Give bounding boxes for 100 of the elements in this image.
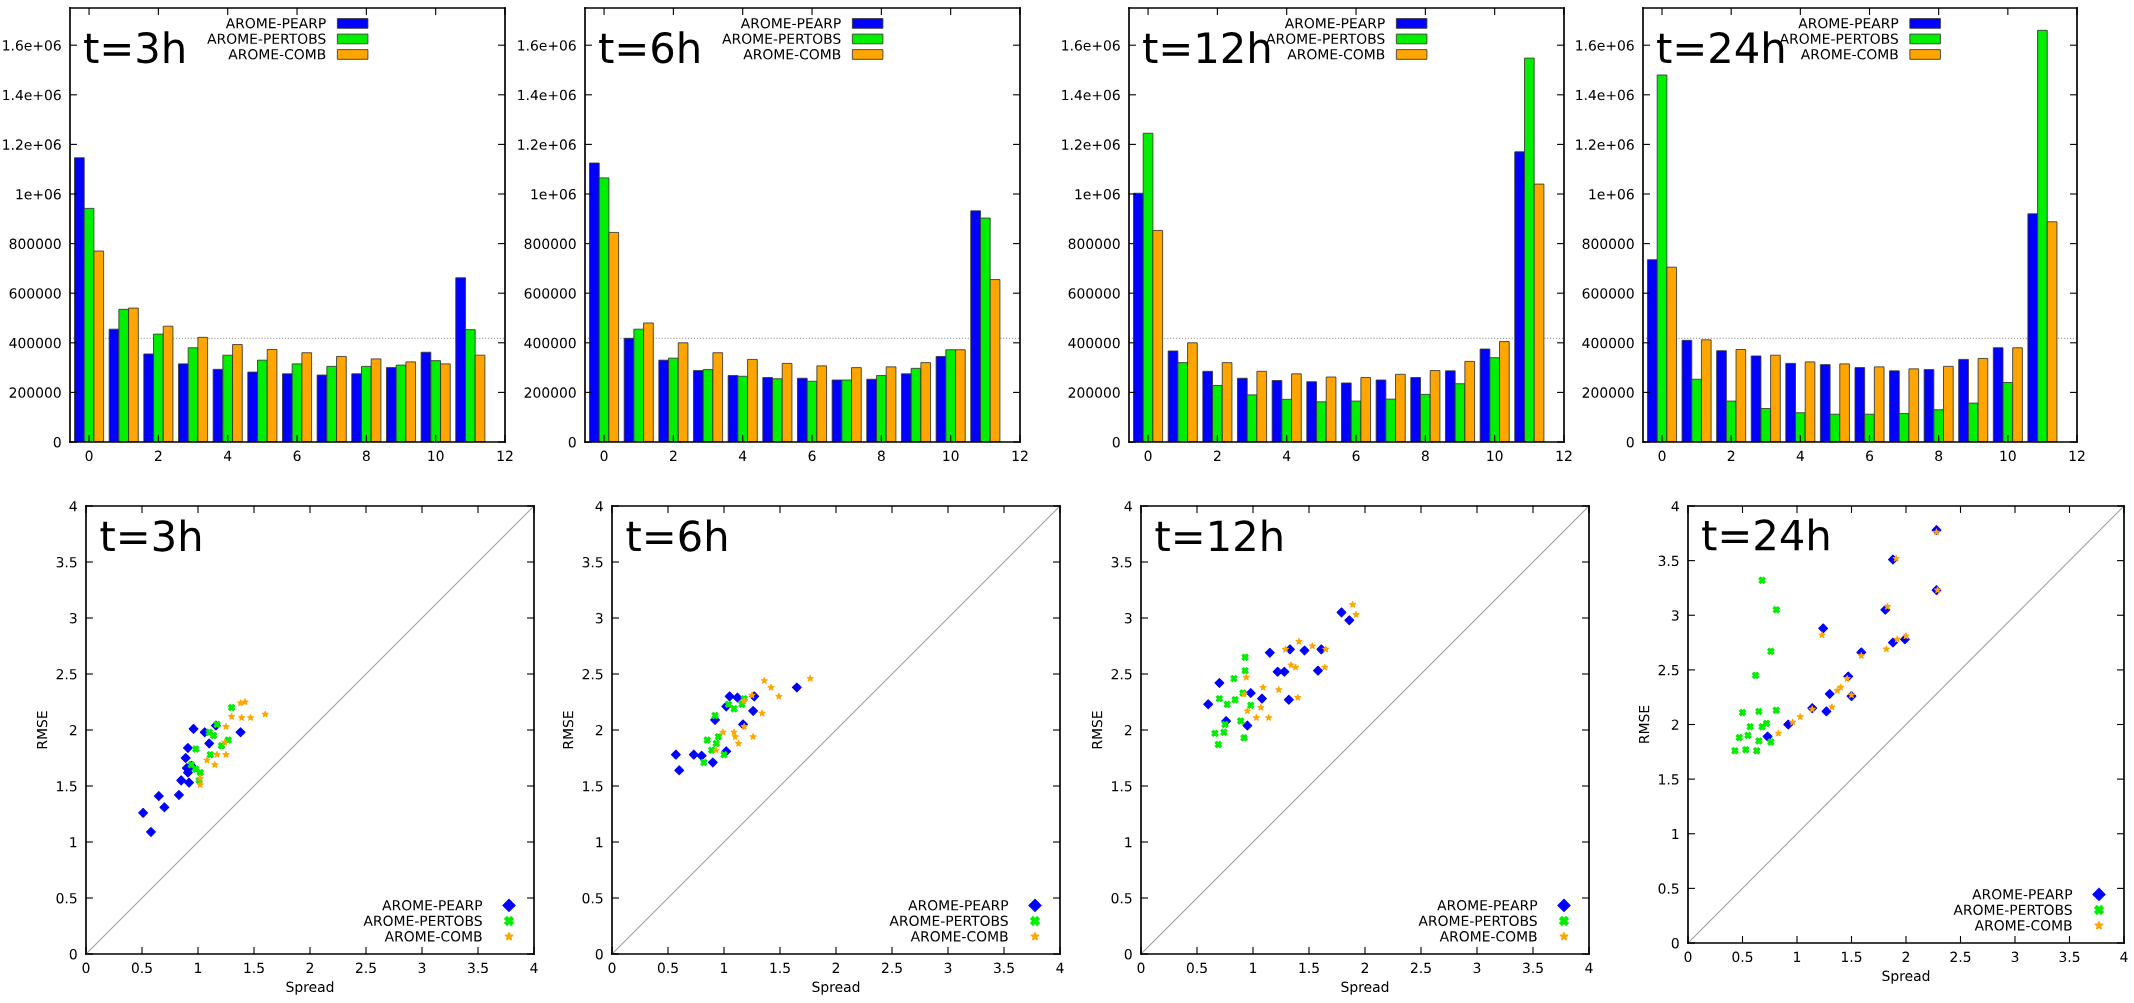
y-tick-label: 1 bbox=[70, 837, 77, 848]
x-tick-label: 12 bbox=[497, 450, 513, 461]
x-tick-label: 8 bbox=[1421, 450, 1429, 462]
y-tick-label: 0.5 bbox=[56, 892, 77, 904]
y-tick-label: 3 bbox=[69, 612, 77, 624]
x-tick-label: 2 bbox=[154, 450, 162, 461]
y-tick-label: 1e+06 bbox=[531, 188, 576, 200]
y-tick-label: 600000 bbox=[524, 288, 576, 299]
x-tick-label: 1.5 bbox=[244, 962, 264, 974]
legend-label: AROME-COMB bbox=[228, 49, 326, 60]
x-tick-label: 2.5 bbox=[1950, 951, 1971, 963]
y-tick-label: 1 bbox=[1672, 828, 1679, 840]
x-tick-label: 8 bbox=[1935, 450, 1943, 462]
x-tick-label: 0 bbox=[1144, 450, 1152, 462]
y-tick-label: 800000 bbox=[1068, 238, 1120, 250]
x-tick-label: 12 bbox=[2069, 450, 2085, 461]
y-tick-label: 2 bbox=[69, 724, 77, 736]
y-tick-label: 3.5 bbox=[56, 556, 77, 568]
y-tick-label: 200000 bbox=[1582, 387, 1634, 398]
x-tick-label: 1 bbox=[721, 962, 728, 973]
y-tick-label: 0.5 bbox=[1111, 892, 1132, 904]
y-tick-label: 400000 bbox=[1582, 337, 1634, 349]
x-tick-label: 1.5 bbox=[770, 962, 790, 974]
legend-label: AROME-PERTOBS bbox=[1953, 904, 2072, 916]
x-tick-label: 1 bbox=[1250, 962, 1257, 973]
annotation: t=3h bbox=[84, 31, 184, 64]
y-tick-label: 800000 bbox=[1582, 238, 1634, 250]
x-tick-label: 2 bbox=[306, 962, 314, 973]
y-tick-label: 1e+06 bbox=[1589, 188, 1634, 200]
x-tick-label: 0.5 bbox=[1186, 962, 1207, 974]
x-tick-label: 3.5 bbox=[468, 962, 488, 974]
x-tick-label: 6 bbox=[1866, 450, 1874, 462]
y-tick-label: 2.5 bbox=[1111, 668, 1132, 680]
x-tick-label: 2 bbox=[1213, 450, 1221, 461]
legend-label: AROME-PERTOBS bbox=[363, 915, 482, 927]
y-tick-label: 0.5 bbox=[582, 892, 603, 904]
y-tick-label: 2.5 bbox=[582, 668, 603, 680]
x-tick-label: 2.5 bbox=[355, 962, 376, 974]
annotation: t=6h bbox=[626, 519, 727, 552]
y-axis-title: RMSE bbox=[36, 711, 48, 749]
y-tick-label: 2 bbox=[1124, 724, 1132, 736]
y-tick-label: 3.5 bbox=[1111, 556, 1132, 568]
y-tick-label: 1 bbox=[596, 837, 603, 848]
x-axis-title: Spread bbox=[812, 981, 860, 995]
y-tick-label: 3.5 bbox=[1658, 555, 1679, 567]
legend-label: AROME-COMB bbox=[743, 49, 841, 60]
y-tick-label: 2 bbox=[1671, 719, 1679, 730]
y-tick-label: 3 bbox=[1671, 610, 1679, 621]
x-axis-title: Spread bbox=[286, 981, 334, 995]
x-tick-label: 2 bbox=[1902, 951, 1910, 962]
x-tick-label: 10 bbox=[2000, 450, 2016, 462]
x-tick-label: 10 bbox=[428, 450, 444, 462]
x-tick-label: 0 bbox=[1137, 962, 1145, 974]
x-tick-label: 12 bbox=[1556, 450, 1572, 461]
y-tick-label: 4 bbox=[69, 501, 77, 512]
y-tick-label: 1.2e+06 bbox=[1062, 139, 1120, 150]
y-tick-label: 0 bbox=[1112, 436, 1120, 448]
x-tick-label: 3 bbox=[418, 962, 426, 974]
y-tick-label: 1.5 bbox=[583, 781, 603, 792]
y-tick-label: 4 bbox=[1671, 501, 1679, 512]
y-tick-label: 1.6e+06 bbox=[3, 40, 61, 51]
y-tick-label: 2 bbox=[595, 724, 603, 736]
y-tick-label: 1.2e+06 bbox=[3, 139, 61, 150]
x-tick-label: 4 bbox=[1282, 450, 1291, 461]
x-tick-label: 3 bbox=[1473, 962, 1481, 974]
legend-label: AROME-PEARP bbox=[1798, 17, 1899, 29]
x-tick-label: 10 bbox=[1487, 450, 1503, 462]
legend-label: AROME-PEARP bbox=[225, 17, 326, 29]
x-tick-label: 1.5 bbox=[1299, 962, 1319, 974]
y-tick-label: 1.2e+06 bbox=[1576, 139, 1634, 150]
y-tick-label: 2.5 bbox=[56, 668, 77, 680]
annotation: t=12h bbox=[1155, 519, 1282, 552]
x-tick-label: 0 bbox=[85, 450, 93, 462]
legend-label: AROME-PERTOBS bbox=[207, 33, 326, 44]
x-tick-label: 0.5 bbox=[131, 962, 152, 974]
x-tick-label: 3.5 bbox=[2059, 951, 2080, 963]
y-tick-label: 1.5 bbox=[1659, 774, 1679, 785]
legend-label: AROME-PERTOBS bbox=[889, 915, 1008, 927]
y-tick-label: 4 bbox=[1124, 501, 1132, 512]
x-tick-label: 1 bbox=[1794, 951, 1801, 962]
x-tick-label: 0 bbox=[1684, 951, 1692, 963]
legend-label: AROME-COMB bbox=[1287, 49, 1385, 60]
y-tick-label: 3 bbox=[595, 612, 603, 624]
legend-label: AROME-COMB bbox=[910, 931, 1008, 942]
x-tick-label: 1 bbox=[195, 962, 202, 973]
x-axis-title: Spread bbox=[1341, 981, 1389, 995]
y-tick-label: 1.4e+06 bbox=[1576, 89, 1634, 101]
x-tick-label: 6 bbox=[808, 450, 816, 462]
y-tick-label: 1.5 bbox=[57, 781, 77, 792]
y-tick-label: 600000 bbox=[1582, 288, 1634, 299]
y-tick-label: 4 bbox=[595, 501, 603, 512]
y-tick-label: 0.5 bbox=[1658, 883, 1679, 894]
x-tick-label: 0.5 bbox=[1732, 951, 1753, 963]
x-tick-label: 1.5 bbox=[1841, 951, 1862, 963]
annotation: t=6h bbox=[599, 31, 699, 64]
x-tick-label: 8 bbox=[362, 450, 370, 462]
annotation: t=24h bbox=[1702, 518, 1829, 551]
y-tick-label: 1.6e+06 bbox=[1576, 40, 1634, 51]
legend-label: AROME-COMB bbox=[1974, 920, 2072, 931]
x-tick-label: 2 bbox=[1361, 962, 1369, 973]
